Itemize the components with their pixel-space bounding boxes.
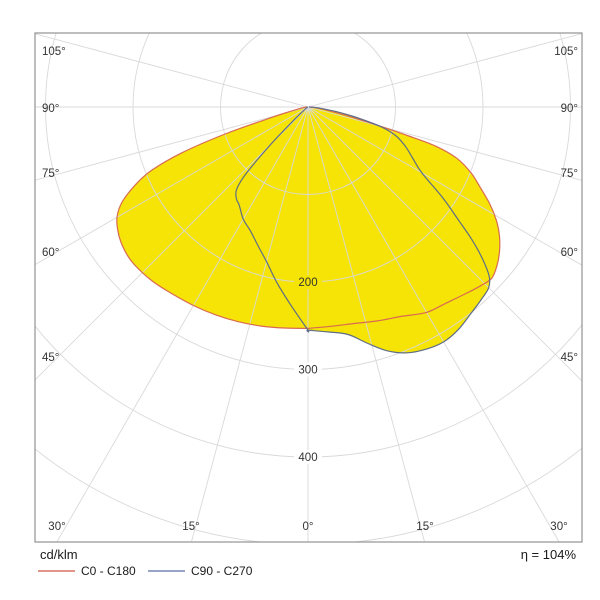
grid-radial-line: [307, 106, 582, 181]
angle-label-left: 105°: [42, 46, 66, 58]
grid-radial-line: [307, 106, 560, 542]
legend-label-c0-c180: C0 - C180: [81, 564, 136, 578]
curve-c90-c270: [235, 106, 491, 354]
curve-c0-c180: [116, 106, 501, 330]
radial-tick-label: 300: [298, 365, 317, 377]
radial-tick-label: 400: [298, 452, 317, 464]
angle-label-right: 90°: [561, 103, 578, 115]
angle-label-right: 60°: [561, 247, 578, 259]
angle-label-bottom: 15°: [182, 521, 199, 533]
radial-label-bg: [294, 275, 322, 289]
radial-label-bg: [294, 362, 322, 377]
grid-radial-line: [307, 106, 582, 382]
grid-radial-line: [307, 106, 426, 542]
unit-label: cd/klm: [40, 547, 78, 562]
legend-item-c0-c180: C0 - C180: [38, 564, 136, 578]
angle-label-left: 60°: [42, 247, 59, 259]
angle-label-bottom: 15°: [416, 521, 433, 533]
legend-label-c90-c270: C90 - C270: [191, 564, 253, 578]
angle-label-bottom: 0°: [303, 521, 314, 533]
legend-line-c90-c270: [148, 570, 185, 572]
legend: C0 - C180 C90 - C270: [38, 564, 578, 580]
plot-border: [34, 32, 583, 543]
angle-label-bottom: 30°: [48, 521, 65, 533]
grid-radial-line: [190, 106, 309, 542]
efficiency-label: η = 104%: [520, 547, 576, 562]
legend-item-c90-c270: C90 - C270: [148, 564, 252, 578]
radial-tick-label: 200: [298, 277, 317, 289]
grid-radial-line: [56, 106, 309, 542]
grid-radial-line: [35, 106, 309, 381]
grid-radial-line: [35, 106, 309, 181]
angle-label-right: 45°: [561, 352, 578, 364]
grid-radial-line: [307, 33, 582, 108]
angle-label-bottom: 30°: [550, 521, 567, 533]
angle-label-left: 75°: [42, 168, 59, 180]
grid-radial-line: [307, 106, 582, 266]
legend-line-c0-c180: [38, 570, 75, 572]
grid-radial-line: [35, 106, 309, 266]
angle-label-right: 105°: [554, 46, 578, 58]
grid-radial-line: [35, 33, 309, 108]
radial-label-bg: [294, 450, 322, 464]
angle-label-left: 90°: [42, 103, 59, 115]
angle-label-right: 75°: [561, 168, 578, 180]
angle-label-left: 45°: [42, 352, 59, 364]
fill-region-c90-c270: [235, 107, 490, 353]
